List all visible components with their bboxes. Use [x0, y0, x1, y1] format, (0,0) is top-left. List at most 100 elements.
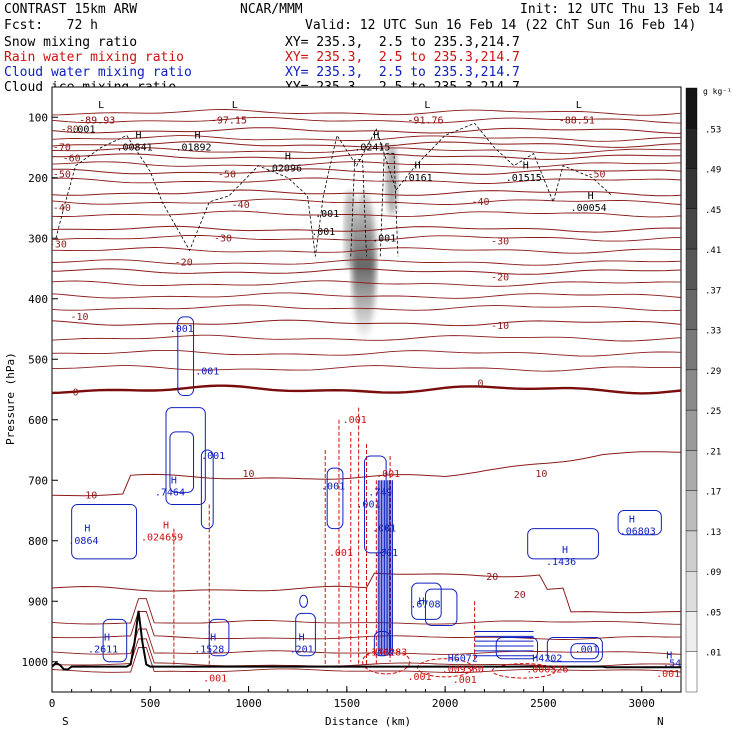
- colorbar-swatch: [685, 168, 698, 210]
- cloud-water-contour: [495, 637, 539, 660]
- terrain-line: [52, 610, 681, 671]
- colorbar-level-label: .29: [705, 367, 721, 377]
- extremum-label: .01892: [175, 143, 211, 154]
- extremum-label: H6072: [448, 654, 478, 665]
- extremum-label: .001: [203, 674, 227, 685]
- extremum-label: H: [135, 130, 141, 141]
- extremum-label: .001: [311, 227, 335, 238]
- colorbar-swatch: [685, 128, 698, 169]
- temperature-contour: [52, 646, 681, 673]
- temperature-contour: [52, 127, 681, 134]
- extremum-label: H: [419, 596, 425, 607]
- colorbar-level-label: .25: [705, 407, 721, 417]
- temperature-label: 0: [477, 378, 483, 389]
- y-tick-label: 1000: [22, 656, 49, 669]
- temperature-label: -10: [70, 312, 88, 323]
- y-tick-label: 400: [28, 293, 48, 306]
- temperature-contour: [52, 292, 681, 299]
- extremum-label: .001: [201, 451, 225, 462]
- colorbar-level-label: .17: [705, 488, 721, 498]
- cloud-water-contour: [169, 431, 195, 493]
- colorbar-level-label: .01: [705, 649, 721, 659]
- x-tick-label: 2000: [432, 697, 459, 710]
- colorbar-level-label: .09: [705, 568, 721, 578]
- x-tick-label: 1000: [235, 697, 262, 710]
- extremum-label: .001: [343, 415, 367, 426]
- cloud-water-contour: [295, 612, 316, 657]
- field-rain-label: Rain water mixing ratio: [4, 50, 185, 65]
- x-tick-label: 500: [140, 697, 160, 710]
- temperature-label: -30: [49, 239, 67, 250]
- forecast-hour: Fcst: 72 h: [4, 18, 98, 33]
- field-snow-xy: XY= 235.3, 2.5 to 235.3,214.7: [285, 35, 520, 50]
- colorbar-level-label: .05: [705, 608, 721, 618]
- colorbar-swatch: [685, 530, 698, 572]
- temperature-contour: [52, 109, 681, 116]
- temperature-label: 20: [514, 590, 526, 601]
- extremum-label: H: [523, 161, 529, 172]
- extremum-label: .00054: [571, 203, 607, 214]
- colorbar-swatch: [685, 369, 698, 411]
- temperature-contour: [52, 349, 681, 357]
- cloud-water-contour: [299, 594, 309, 608]
- temperature-label: -10: [491, 321, 509, 332]
- extremum-label: H: [373, 130, 379, 141]
- temperature-label: -40: [53, 203, 71, 214]
- org-label: NCAR/MMM: [240, 2, 303, 17]
- colorbar-swatch: [685, 450, 698, 491]
- extremum-label: H: [163, 521, 169, 532]
- colorbar-swatch: [685, 409, 698, 451]
- colorbar-swatch: [685, 208, 698, 250]
- extremum-label: .06803: [620, 527, 656, 538]
- extremum-label: L: [232, 100, 238, 111]
- y-tick-label: 600: [28, 414, 48, 427]
- extremum-label: .0864: [68, 536, 98, 547]
- colorbar-unit: g kg⁻¹: [703, 87, 732, 96]
- colorbar-swatch: [685, 490, 698, 532]
- extremum-label: .001: [315, 209, 339, 220]
- colorbar-swatch: [685, 87, 698, 129]
- extremum-label: H: [104, 633, 110, 644]
- field-rain-xy: XY= 235.3, 2.5 to 235.3,214.7: [285, 50, 520, 65]
- temperature-label: 20: [486, 572, 498, 583]
- cloud-water-contour: [546, 637, 603, 663]
- temperature-label: -30: [214, 233, 232, 244]
- temperature-label: -80: [61, 124, 79, 135]
- x-tick-label: 1500: [334, 697, 361, 710]
- extremum-label: L: [98, 100, 104, 111]
- extremum-label: L: [576, 100, 582, 111]
- rain-contour: [417, 658, 474, 678]
- temperature-label: -50: [53, 170, 71, 181]
- colorbar-level-label: .21: [705, 447, 721, 457]
- colorbar-level-label: .33: [705, 327, 721, 337]
- temperature-label: 10: [535, 469, 547, 480]
- colorbar-swatch: [685, 248, 698, 290]
- extremum-label: .0014: [656, 669, 686, 680]
- y-tick-label: 100: [28, 111, 48, 124]
- temperature-label: -30: [491, 236, 509, 247]
- temperature-contour: [52, 161, 681, 168]
- temperature-contour: [52, 304, 681, 312]
- temperature-label: -20: [175, 257, 193, 268]
- colorbar-swatch: [685, 329, 698, 371]
- extremum-label: .02415: [354, 143, 390, 154]
- extremum-label: .001: [372, 524, 396, 535]
- cloud-water-contour: [411, 582, 442, 620]
- extremum-label: -88.51: [559, 115, 595, 126]
- cloud-water-contour: [326, 467, 344, 530]
- temperature-contour: [52, 225, 681, 233]
- extremum-label: .001: [321, 481, 345, 492]
- cloud-water-contour: [373, 631, 391, 657]
- extremum-label: H: [588, 191, 594, 202]
- cloud-water-contour: [200, 449, 214, 530]
- temperature-contour: [52, 210, 681, 218]
- temperature-contour: [52, 189, 681, 197]
- snow-shading: [344, 190, 356, 270]
- extremum-label: .001: [195, 366, 219, 377]
- extremum-label: .001: [71, 124, 95, 135]
- extremum-label: .001: [356, 499, 380, 510]
- extremum-label: H: [84, 524, 90, 535]
- extremum-label: .009380: [442, 665, 484, 676]
- extremum-label: .001: [372, 233, 396, 244]
- extremum-label: H: [562, 545, 568, 556]
